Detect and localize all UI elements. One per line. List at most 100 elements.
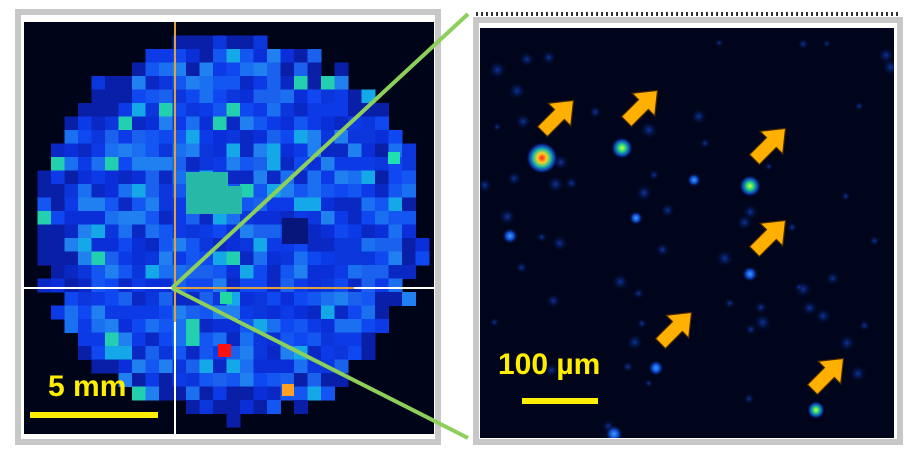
heatmap-pixel: [159, 211, 173, 225]
heatmap-pixel: [118, 130, 133, 144]
heatmap-pixel: [78, 211, 92, 225]
heatmap-pixel: [91, 130, 106, 144]
heatmap-pixel: [132, 89, 146, 104]
heatmap-pixel: [253, 76, 268, 90]
heatmap-pixel: [321, 157, 335, 171]
heatmap-hot-pixel: [200, 200, 214, 214]
heatmap-pixel: [321, 386, 335, 401]
heatmap-pixel: [280, 292, 295, 306]
arrow-down-left-icon: [748, 127, 787, 166]
heatmap-pixel: [321, 373, 335, 387]
heatmap-pixel: [334, 332, 349, 347]
heatmap-pixel: [64, 224, 79, 239]
heatmap-pixel: [240, 170, 254, 185]
heatmap-pixel: [307, 305, 322, 320]
heatmap-pixel: [334, 224, 349, 239]
heatmap-pixel: [118, 224, 133, 239]
heatmap-pixel: [388, 170, 403, 185]
heatmap-pixel: [280, 103, 295, 117]
heatmap-pixel: [294, 89, 308, 104]
heatmap-pixel: [307, 184, 322, 198]
heatmap-pixel: [118, 265, 133, 279]
heatmap-pixel: [280, 62, 295, 77]
heatmap-pixel: [186, 251, 200, 266]
heatmap-pixel: [294, 265, 308, 279]
heatmap-pixel: [118, 292, 133, 306]
heatmap-hot-pixel: [186, 172, 200, 186]
heatmap-pixel: [226, 332, 241, 347]
heatmap-pixel: [253, 89, 268, 104]
background-spot: [487, 60, 508, 80]
heatmap-pixel: [64, 197, 79, 212]
heatmap-pixel: [334, 251, 349, 266]
bright-spot: [739, 175, 761, 197]
heatmap-pixel: [186, 157, 200, 171]
heatmap-pixel: [159, 170, 173, 185]
background-spot: [632, 287, 645, 300]
heatmap-pixel: [105, 170, 119, 185]
heatmap-pixel: [361, 238, 376, 252]
heatmap-pixel: [321, 238, 335, 252]
heatmap-pixel: [105, 305, 119, 320]
background-spot: [648, 169, 660, 181]
heatmap-pixel: [186, 143, 200, 158]
heatmap-pixel: [199, 143, 214, 158]
background-spot: [654, 242, 671, 258]
heatmap-pixel: [199, 386, 214, 401]
heatmap-pixel: [402, 224, 416, 239]
heatmap-pixel: [159, 251, 173, 266]
right-frame-border: [473, 17, 903, 445]
heatmap-pixel: [334, 346, 349, 360]
heatmap-pixel: [145, 238, 160, 252]
heatmap-pixel: [145, 49, 160, 63]
heatmap-pixel: [105, 76, 119, 90]
heatmap-pixel: [118, 238, 133, 252]
arrow-down-left-icon: [806, 357, 845, 396]
background-spot: [742, 203, 759, 221]
background-spot: [723, 297, 736, 309]
heatmap-pixel: [118, 89, 133, 104]
heatmap-pixel: [375, 157, 389, 171]
heatmap-pixel: [213, 130, 227, 144]
heatmap-pixel: [105, 332, 119, 347]
heatmap-pixel: [78, 251, 92, 266]
background-spot: [714, 38, 724, 48]
heatmap-pixel: [145, 332, 160, 347]
heatmap-pixel: [118, 76, 133, 90]
heatmap-pixel: [267, 62, 281, 77]
heatmap-pixel: [118, 143, 133, 158]
heatmap-pixel: [118, 103, 133, 117]
heatmap-hot-pixel: [228, 186, 242, 200]
background-spot: [636, 317, 648, 329]
heatmap-pixel: [226, 238, 241, 252]
heatmap-pixel: [78, 143, 92, 158]
background-spot: [489, 317, 500, 328]
left-heatmap-panel: [24, 22, 434, 434]
heatmap-pixel: [334, 62, 349, 77]
heatmap-hot-pixel: [200, 172, 214, 186]
heatmap-cyan-pixel: [388, 152, 400, 164]
heatmap-pixel: [348, 319, 362, 333]
heatmap-pixel: [186, 116, 200, 131]
heatmap-pixel: [280, 251, 295, 266]
heatmap-pixel: [348, 251, 362, 266]
heatmap-pixel: [91, 170, 106, 185]
heatmap-pixel: [51, 170, 65, 185]
bright-spot: [526, 142, 558, 174]
heatmap-pixel: [240, 251, 254, 266]
heatmap-pixel: [307, 386, 322, 401]
heatmap-pixel: [294, 332, 308, 347]
heatmap-pixel: [348, 157, 362, 171]
heatmap-pixel: [253, 224, 268, 239]
heatmap-pixel: [267, 292, 281, 306]
right-scale-bar: [522, 398, 598, 404]
heatmap-pixel: [267, 130, 281, 144]
heatmap-pixel: [240, 157, 254, 171]
heatmap-pixel: [159, 332, 173, 347]
heatmap-pixel: [253, 400, 268, 414]
heatmap-pixel: [105, 251, 119, 266]
heatmap-pixel: [253, 184, 268, 198]
heatmap-pixel: [321, 332, 335, 347]
